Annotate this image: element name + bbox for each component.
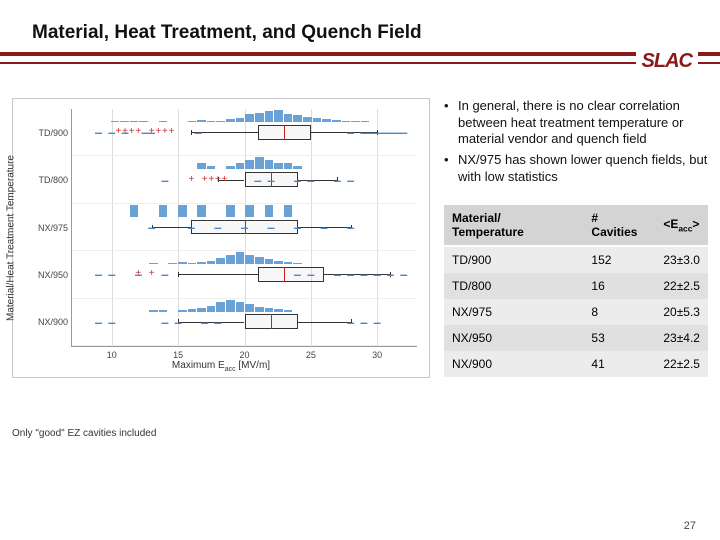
page-number: 27 [684, 520, 696, 532]
x-axis-label: Maximum Eacc [MV/m] [172, 360, 270, 373]
boxplot-chart: Material/Heat Treatment Temperature Maxi… [12, 98, 430, 378]
table-header: Material/ Temperature [444, 205, 583, 246]
bullet-item: In general, there is no clear correlatio… [444, 98, 708, 148]
table-row: NX/975820±5.3 [444, 299, 708, 325]
bullet-item: NX/975 has shown lower quench fields, bu… [444, 152, 708, 185]
table-header: <Eacc> [655, 205, 708, 246]
header-rules: SLAC [0, 52, 720, 80]
slac-logo: SLAC [636, 50, 698, 73]
chart-caption: Only "good" EZ cavities included [12, 428, 430, 439]
table-row: TD/90015223±3.0 [444, 246, 708, 273]
table-row: TD/8001622±2.5 [444, 273, 708, 299]
summary-table: Material/ Temperature# Cavities<Eacc> TD… [444, 205, 708, 377]
table-header: # Cavities [583, 205, 655, 246]
y-axis-label: Material/Heat Treatment Temperature [6, 155, 17, 321]
table-row: NX/9004122±2.5 [444, 351, 708, 377]
table-row: NX/9505323±4.2 [444, 325, 708, 351]
bullet-list: In general, there is no clear correlatio… [444, 98, 708, 185]
page-title: Material, Heat Treatment, and Quench Fie… [32, 22, 720, 44]
